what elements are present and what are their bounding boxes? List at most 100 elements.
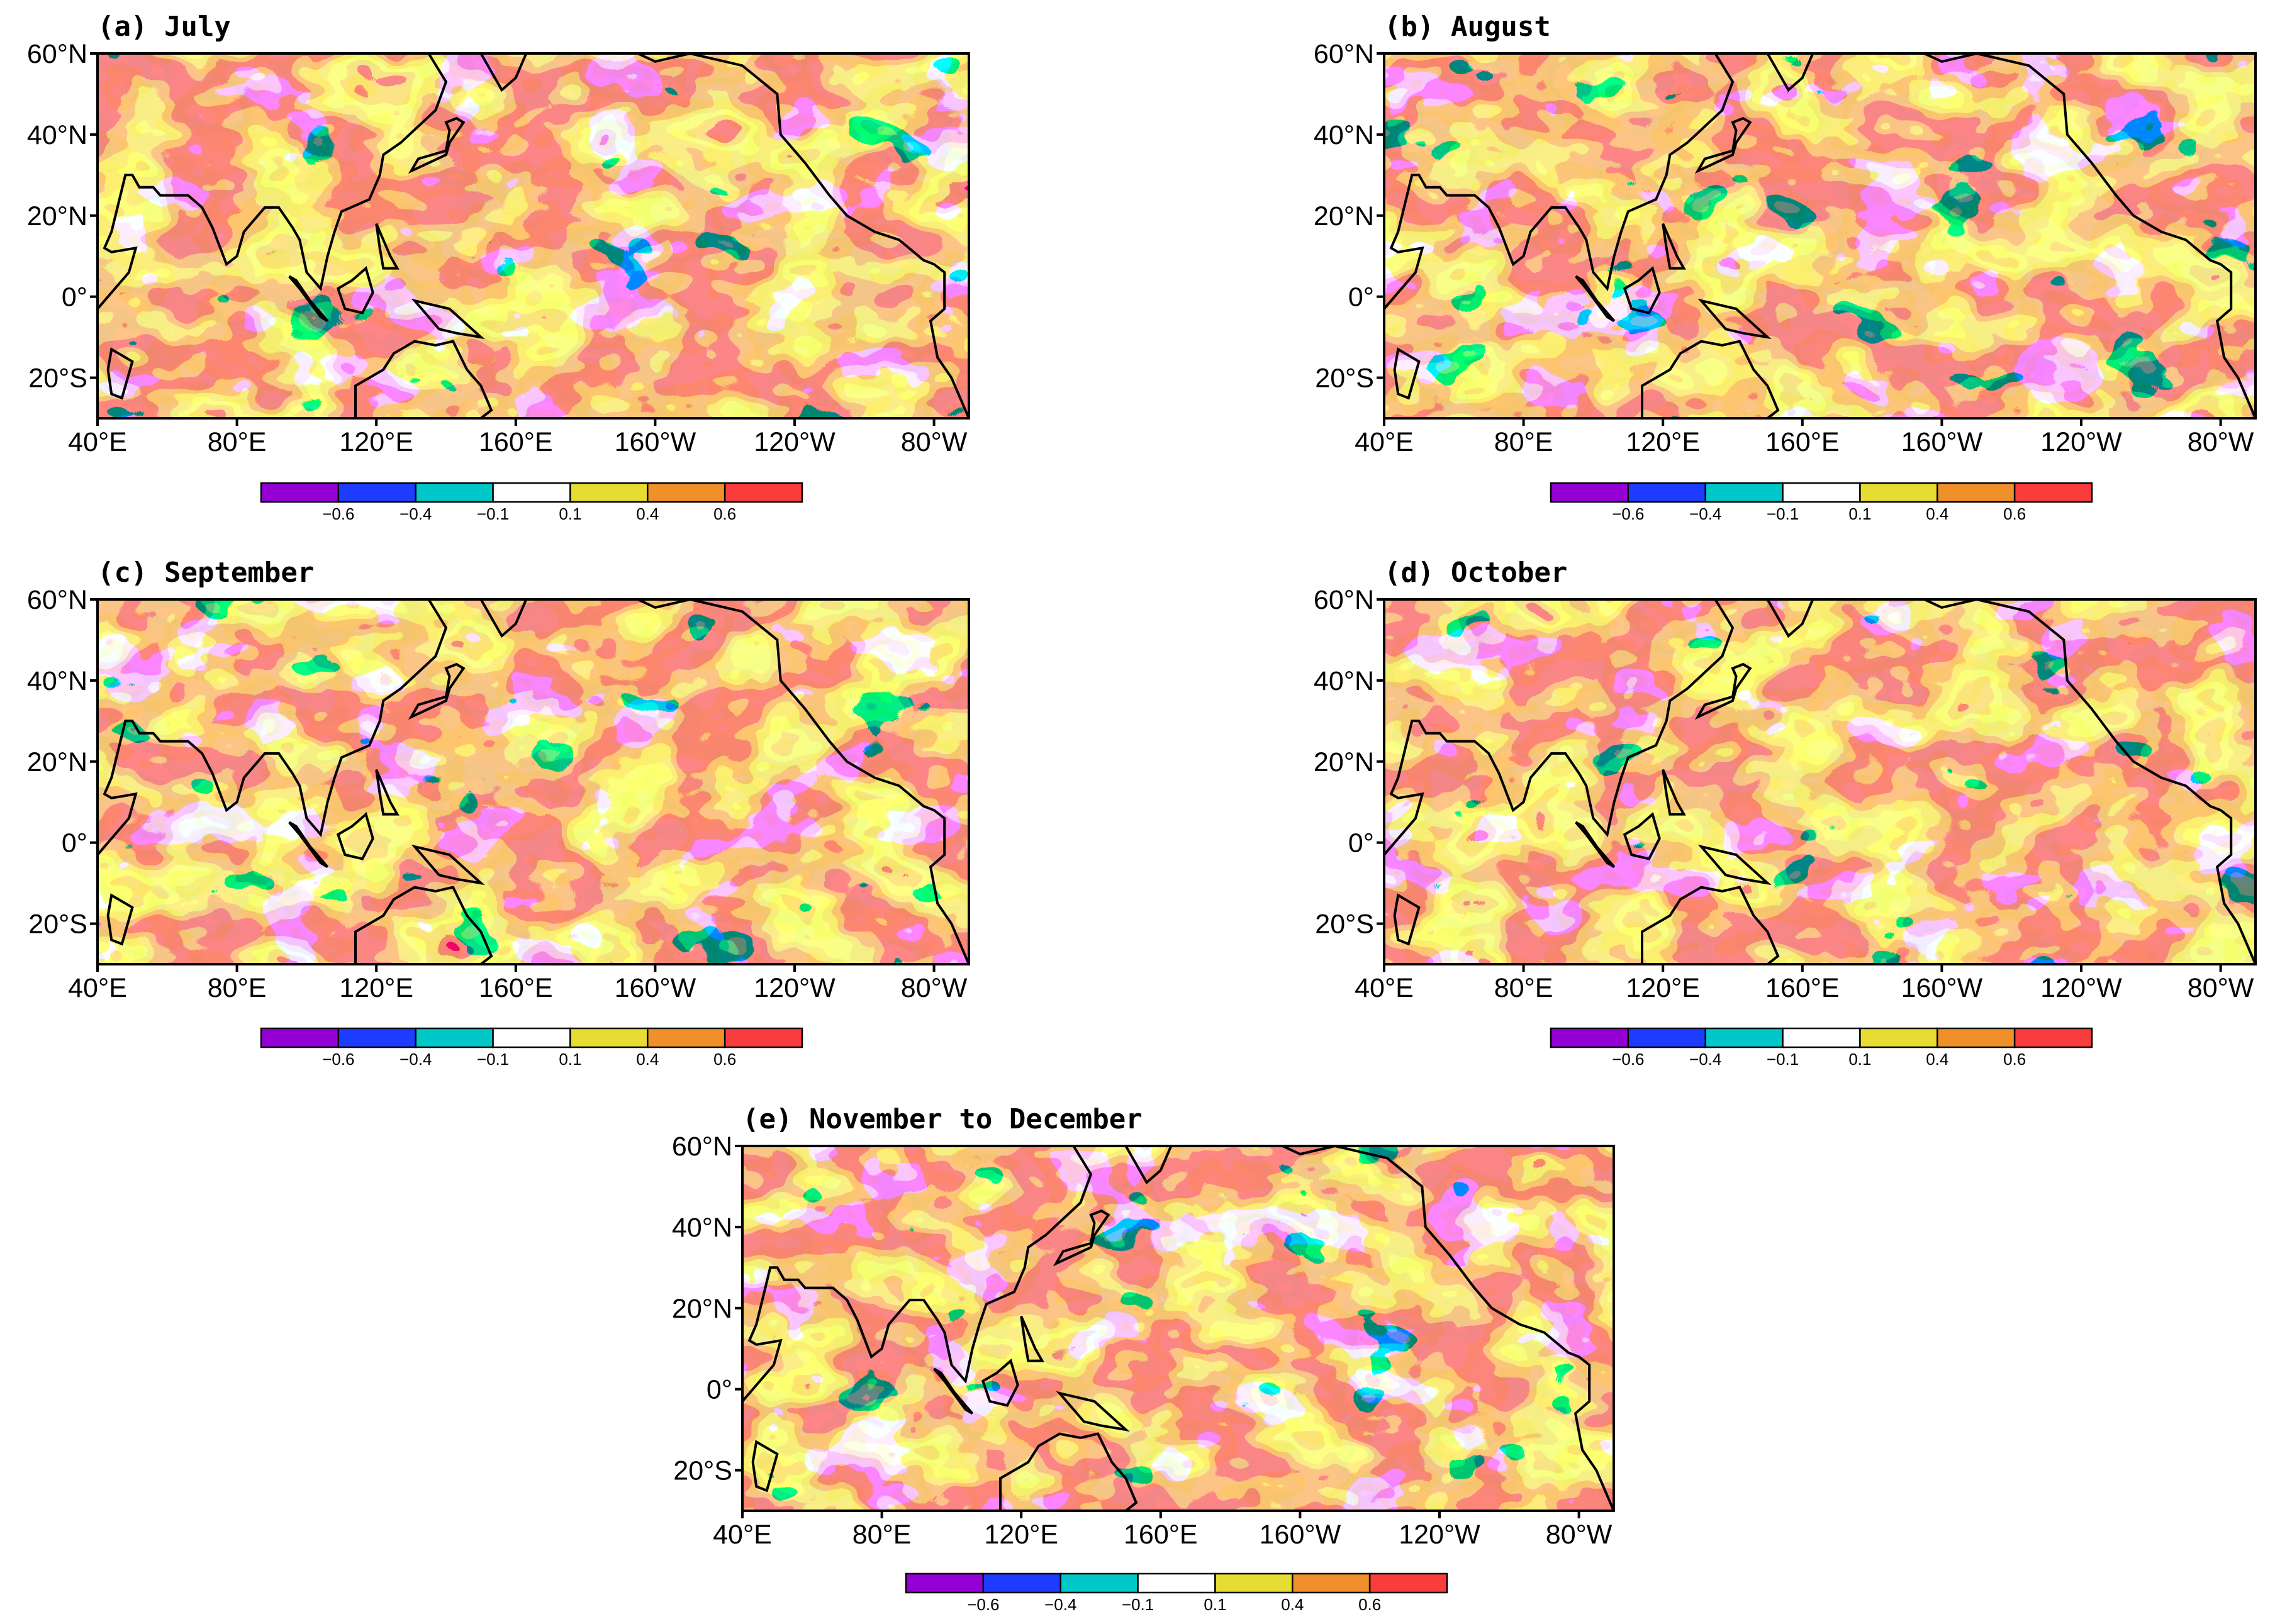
- colorbar-label: −0.6: [967, 1595, 999, 1614]
- coastline-kamchatka: [1124, 1146, 1173, 1185]
- lat-tick-label: 20°N: [1314, 201, 1374, 231]
- coastline-japan: [1694, 662, 1752, 720]
- colorbar-label: −0.4: [400, 1050, 432, 1069]
- colorbar-swatch: [337, 1027, 416, 1048]
- colorbar-label: 0.4: [1926, 1050, 1948, 1069]
- colorbar-swatch: [415, 1027, 494, 1048]
- coastline-madagascar: [1393, 347, 1421, 400]
- colorbar-label: −0.4: [1044, 1595, 1076, 1614]
- coastline-newguinea: [1697, 844, 1772, 886]
- colorbar-label: 0.6: [1358, 1595, 1381, 1614]
- lat-tick-label: 40°N: [27, 666, 87, 696]
- land-mask: [1384, 53, 2255, 418]
- lat-tick-label: 0°: [62, 282, 87, 313]
- lat-tick-label: 20°S: [1315, 909, 1374, 940]
- lon-tick-label: 40°E: [1355, 973, 1414, 1003]
- lat-tick-label: 60°N: [27, 39, 87, 69]
- correlation-field: [1384, 53, 2255, 418]
- colorbar-swatch: [2013, 1027, 2093, 1048]
- coastline-philippines: [1662, 769, 1686, 816]
- lon-tick-label: 160°E: [479, 427, 553, 457]
- panel-title: (c) September: [98, 557, 314, 589]
- lon-tick-label: 40°E: [713, 1520, 772, 1550]
- colorbar-label: 0.4: [1281, 1595, 1304, 1614]
- lat-tick-label: 20°S: [673, 1456, 732, 1486]
- coastline-philippines: [375, 223, 400, 270]
- coastline-philippines: [375, 769, 400, 816]
- colorbar: −0.6 −0.4 −0.1 0.1 0.4 0.6: [260, 482, 803, 523]
- colorbar-swatch: [1859, 1027, 1938, 1048]
- colorbar-label: 0.1: [1204, 1595, 1226, 1614]
- colorbar-label: −0.1: [1122, 1595, 1154, 1614]
- colorbar-label: −0.4: [400, 504, 432, 523]
- correlation-field: [742, 1146, 1614, 1511]
- colorbar-swatch: [1859, 482, 1938, 503]
- colorbar-label: −0.4: [1689, 1050, 1721, 1069]
- lon-tick-label: 120°W: [754, 973, 836, 1003]
- panel-title: (d) October: [1384, 557, 1567, 589]
- coastline-northamerica: [637, 599, 969, 964]
- colorbar-swatch: [569, 482, 649, 503]
- lon-tick-label: 120°W: [1399, 1520, 1480, 1550]
- map-frame: [96, 598, 970, 965]
- colorbar-label: 0.4: [636, 1050, 659, 1069]
- map-frame: [1383, 52, 2257, 420]
- colorbar: −0.6 −0.4 −0.1 0.1 0.4 0.6: [1550, 482, 2093, 523]
- lat-tick-label: 60°N: [672, 1132, 732, 1162]
- coastline-japan: [408, 662, 466, 720]
- coastline-borneo: [336, 266, 374, 314]
- colorbar: −0.6 −0.4 −0.1 0.1 0.4 0.6: [905, 1572, 1448, 1614]
- colorbar-label: 0.1: [559, 504, 581, 523]
- lat-tick-label: 0°: [1348, 282, 1374, 313]
- colorbar-swatch: [1214, 1572, 1294, 1594]
- colorbar-label: −0.1: [1767, 504, 1799, 523]
- colorbar-swatch: [1627, 482, 1706, 503]
- panel-d: (d) October 60°N 40°N 20°N 0° 20°S 40°E 80°E 120…: [1314, 557, 2257, 1069]
- colorbar-swatch: [2013, 482, 2093, 503]
- coastline-japan: [1694, 116, 1752, 174]
- lon-tick-label: 160°W: [1901, 973, 1983, 1003]
- colorbar-label: 0.4: [1926, 504, 1948, 523]
- coastline-asia: [98, 599, 448, 857]
- lat-tick-label: 60°N: [27, 585, 87, 615]
- coastline-madagascar: [106, 347, 134, 400]
- colorbar-swatch: [260, 1027, 340, 1048]
- lon-tick-label: 80°E: [208, 973, 267, 1003]
- colorbar-swatch: [1137, 1572, 1216, 1594]
- coastline-northamerica: [1923, 599, 2255, 964]
- land-mask: [98, 53, 969, 418]
- coastline-northamerica: [1923, 53, 2255, 418]
- lat-tick-label: 20°N: [27, 747, 87, 777]
- colorbar-swatch: [647, 482, 726, 503]
- map-frame: [741, 1145, 1615, 1512]
- coastline-northamerica: [637, 53, 969, 418]
- colorbar-swatch: [1059, 1572, 1139, 1594]
- coastline-asia: [1384, 53, 1735, 311]
- colorbar-swatch: [492, 482, 571, 503]
- colorbar-swatch: [1550, 482, 1629, 503]
- coastline-asia: [742, 1146, 1093, 1404]
- lon-tick-label: 80°W: [901, 973, 968, 1003]
- coastline-madagascar: [1393, 893, 1421, 946]
- lat-tick-label: 20°S: [1315, 364, 1374, 394]
- lon-tick-label: 120°E: [1626, 427, 1700, 457]
- lon-tick-label: 80°W: [2188, 973, 2254, 1003]
- lon-tick-label: 160°W: [1260, 1520, 1341, 1550]
- coastline-kamchatka: [479, 599, 528, 638]
- colorbar-label: 0.1: [1848, 1050, 1871, 1069]
- coastline-borneo: [336, 812, 374, 860]
- lon-tick-label: 80°E: [1494, 973, 1553, 1003]
- colorbar-label: 0.1: [559, 1050, 581, 1069]
- lon-tick-label: 80°E: [852, 1520, 912, 1550]
- coastline-asia: [98, 53, 448, 311]
- correlation-field: [98, 599, 969, 964]
- colorbar-label: 0.6: [713, 1050, 736, 1069]
- colorbar-swatch: [1292, 1572, 1371, 1594]
- lon-tick-label: 40°E: [1355, 427, 1414, 457]
- colorbar-swatch: [1704, 1027, 1784, 1048]
- colorbar-swatch: [569, 1027, 649, 1048]
- colorbar-label: −0.6: [1612, 1050, 1644, 1069]
- lat-tick-label: 20°S: [28, 364, 87, 394]
- coastline-australia: [1641, 340, 1780, 418]
- coastline-borneo: [981, 1359, 1019, 1407]
